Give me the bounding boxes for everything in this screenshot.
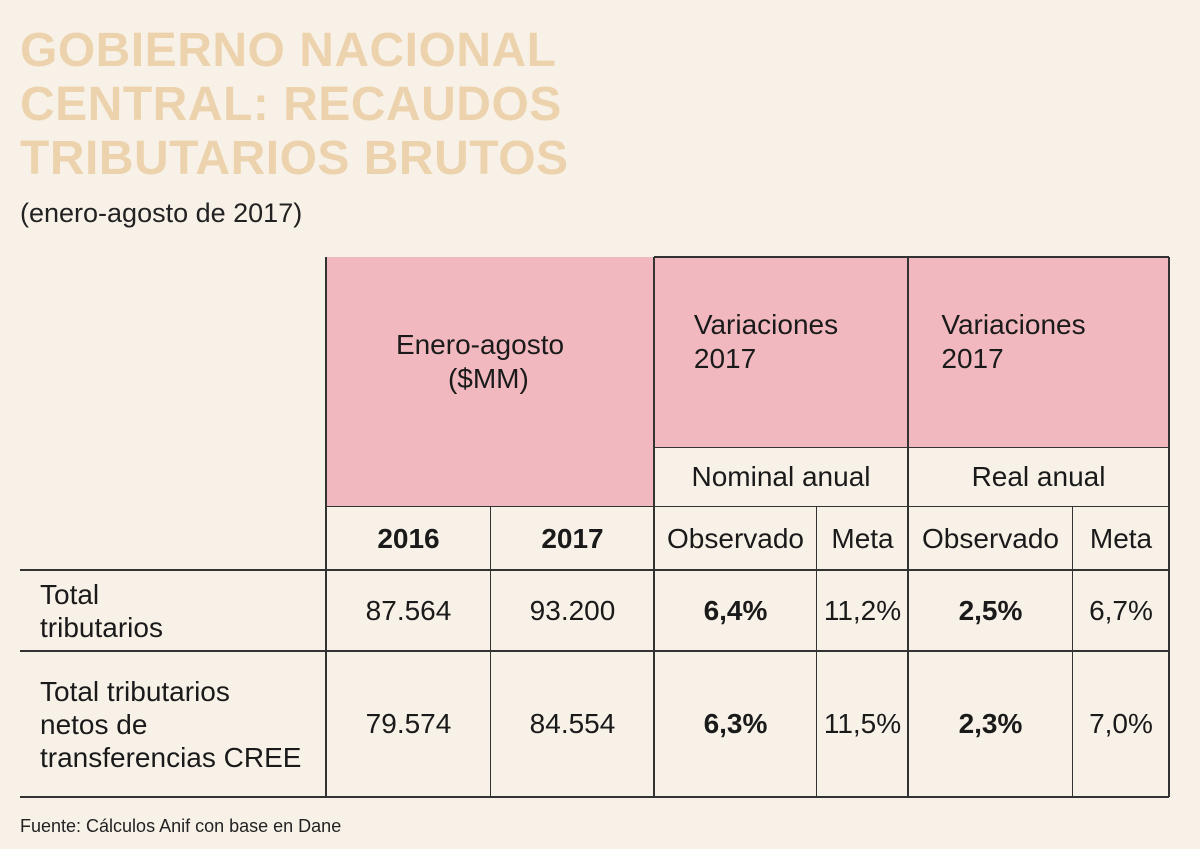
table-cell: 6,3% xyxy=(703,708,768,739)
table-cell: 84.554 xyxy=(529,708,616,739)
row-label-total-tributarios-netos: Total tributarios netos de transferencia… xyxy=(0,651,326,797)
subheader-nominal-anual: Nominal anual xyxy=(691,461,871,492)
subtitle: (enero-agosto de 2017) xyxy=(20,198,303,228)
table-cell: 11,5% xyxy=(823,708,902,739)
header-year-label: 2017 xyxy=(941,343,1004,374)
col-header-meta-nominal: Meta xyxy=(831,522,894,554)
col-header-observado-nominal: Observado xyxy=(667,522,804,554)
title-line-1: GOBIERNO NACIONAL xyxy=(20,24,557,77)
table-cell: 2,3% xyxy=(958,708,1023,739)
subheader-real-anual: Real anual xyxy=(971,461,1106,492)
header-group-variaciones-nominal: Variaciones 2017 xyxy=(654,257,908,447)
table-cell: 11,2% xyxy=(823,594,902,626)
row-label-line: Total xyxy=(40,578,100,610)
grid-line xyxy=(325,257,327,797)
header-enero-agosto-label: Enero-agosto xyxy=(395,329,565,360)
grid-line xyxy=(20,569,1169,571)
grid-line xyxy=(20,650,1169,652)
header-variaciones-label: Variaciones xyxy=(693,309,839,340)
table-cell: 87.564 xyxy=(365,594,452,626)
header-units-label: ($MM) xyxy=(447,363,529,394)
table-cell: 93.200 xyxy=(529,594,616,626)
col-header-observado-real: Observado xyxy=(922,522,1059,554)
header-group-variaciones-real: Variaciones 2017 xyxy=(908,257,1169,447)
grid-line xyxy=(1168,257,1170,797)
title-line-2: CENTRAL: RECAUDOS xyxy=(20,78,562,131)
title-line-3: TRIBUTARIOS BRUTOS xyxy=(20,132,569,185)
header-group-enero-agosto: Enero-agosto ($MM) xyxy=(326,257,654,507)
row-label-line: tributarios xyxy=(40,611,163,643)
table-cell: 79.574 xyxy=(365,708,452,739)
table-cell: 6,4% xyxy=(703,594,768,626)
col-header-2016: 2016 xyxy=(377,522,440,554)
row-label-line: Total tributarios xyxy=(40,675,230,707)
row-label-line: transferencias CREE xyxy=(40,741,302,773)
grid-line xyxy=(654,256,1169,258)
grid-line xyxy=(20,796,1169,798)
row-label-line: netos de xyxy=(40,708,148,740)
table-cell: 6,7% xyxy=(1089,594,1153,626)
page-title: GOBIERNO NACIONAL CENTRAL: RECAUDOS TRIB… xyxy=(20,24,569,186)
grid-line xyxy=(816,507,817,797)
table-cell: 2,5% xyxy=(958,594,1023,626)
col-header-2017: 2017 xyxy=(541,522,604,554)
header-variaciones-label: Variaciones xyxy=(941,309,1086,340)
row-label-total-tributarios: Total tributarios xyxy=(0,570,326,651)
grid-line xyxy=(326,506,1169,507)
col-header-meta-real: Meta xyxy=(1089,522,1153,554)
grid-line xyxy=(653,257,655,797)
table-cell: 7,0% xyxy=(1089,708,1153,739)
grid-line xyxy=(490,507,491,797)
source-note: Fuente: Cálculos Anif con base en Dane xyxy=(20,816,342,836)
grid-line xyxy=(907,257,909,797)
grid-line xyxy=(1072,507,1073,797)
grid-line xyxy=(654,447,1169,448)
header-year-label: 2017 xyxy=(693,343,757,374)
